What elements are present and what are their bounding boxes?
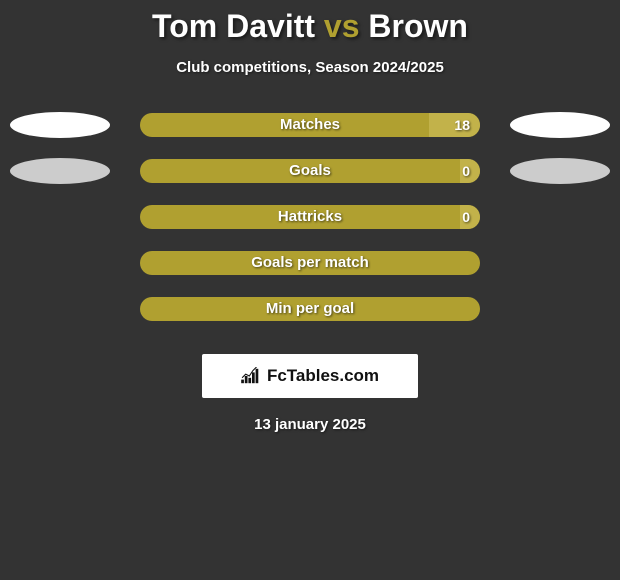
stat-label: Goals <box>140 159 480 183</box>
stat-label: Matches <box>140 113 480 137</box>
title-player1: Tom Davitt <box>152 8 315 44</box>
stat-value-right: 18 <box>454 113 470 137</box>
page-title: Tom Davitt vs Brown <box>0 8 620 45</box>
attribution-text: FcTables.com <box>267 366 379 386</box>
stat-row: Goals per match <box>0 244 620 290</box>
header: Tom Davitt vs Brown Club competitions, S… <box>0 0 620 76</box>
player1-marker <box>10 112 110 138</box>
stat-value-right: 0 <box>462 159 470 183</box>
player1-marker <box>10 158 110 184</box>
player2-marker <box>510 112 610 138</box>
stat-row: Matches18 <box>0 106 620 152</box>
subtitle: Club competitions, Season 2024/2025 <box>0 59 620 76</box>
title-vs: vs <box>324 8 360 44</box>
stat-row: Goals0 <box>0 152 620 198</box>
stat-row: Min per goal <box>0 290 620 336</box>
stat-label: Goals per match <box>140 251 480 275</box>
date-label: 13 january 2025 <box>0 416 620 433</box>
stat-label: Hattricks <box>140 205 480 229</box>
stats-area: Matches18Goals0Hattricks0Goals per match… <box>0 106 620 336</box>
chart-icon <box>241 367 263 385</box>
stat-row: Hattricks0 <box>0 198 620 244</box>
stat-label: Min per goal <box>140 297 480 321</box>
title-player2: Brown <box>368 8 468 44</box>
player2-marker <box>510 158 610 184</box>
attribution-badge: FcTables.com <box>202 354 418 398</box>
stat-value-right: 0 <box>462 205 470 229</box>
